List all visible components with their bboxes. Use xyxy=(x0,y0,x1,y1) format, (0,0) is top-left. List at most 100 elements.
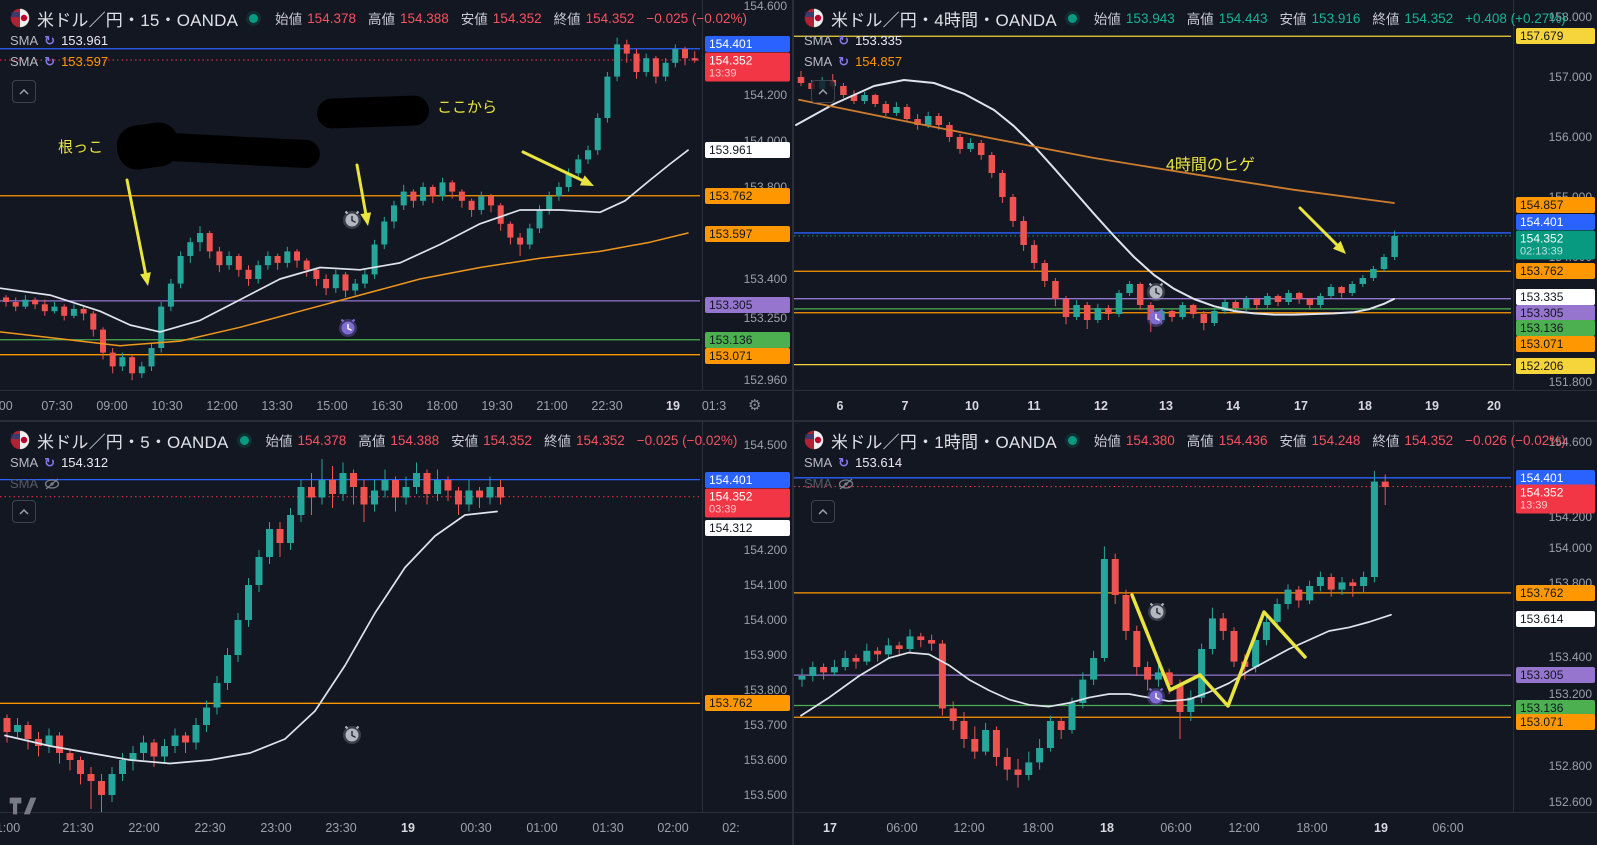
chart-title[interactable]: 米ドル／円・15・OANDA xyxy=(37,10,239,30)
candle-down xyxy=(882,104,890,113)
chart-panel-15m[interactable]: 米ドル／円・15・OANDA 始値 154.378 高値 154.388 安値 154… xyxy=(0,0,792,420)
candle-up xyxy=(585,150,591,160)
time-axis[interactable]: 17 06:00 12:00 18:00 18 06:00 12:00 18:00 19 06:0… xyxy=(794,812,1597,845)
price-flag-label: 157.679 xyxy=(1516,28,1595,44)
market-status-dot[interactable] xyxy=(1067,13,1077,23)
candle-up xyxy=(1285,293,1292,302)
indicator-row-sma1[interactable]: SMA ↻ 154.312 xyxy=(10,452,737,473)
legend-collapse-button[interactable] xyxy=(12,500,36,523)
chart-title[interactable]: 米ドル／円・1時間・OANDA xyxy=(831,432,1057,452)
symbol-row[interactable]: 米ドル／円・5・OANDA 始値 154.378 高値 154.388 安値 154.… xyxy=(10,428,737,452)
indicator-row-sma1[interactable]: SMA ↻ 153.961 xyxy=(10,30,747,51)
chart-title[interactable]: 米ドル／円・4時間・OANDA xyxy=(831,10,1057,30)
time-label: 22:30 xyxy=(194,821,226,835)
change-value: −0.025 (−0.02%) xyxy=(646,10,747,26)
chart-title[interactable]: 米ドル／円・5・OANDA xyxy=(37,432,229,452)
tradingview-logo[interactable] xyxy=(8,796,38,821)
price-axis[interactable]: 154.600 154.200 154.000 153.800 153.400 153.2… xyxy=(1513,422,1597,812)
symbol-row[interactable]: 米ドル／円・4時間・OANDA 始値 153.943 高値 154.443 安値 15… xyxy=(804,6,1566,30)
candle-up xyxy=(1221,302,1229,311)
sma-label: SMA xyxy=(10,455,39,470)
candle-down xyxy=(323,279,330,289)
symbol-row[interactable]: 米ドル／円・1時間・OANDA 始値 154.380 高値 154.436 安値 15… xyxy=(804,428,1566,452)
market-status-dot[interactable] xyxy=(1067,435,1077,445)
candle-up xyxy=(924,116,932,125)
candle-up xyxy=(1262,622,1270,640)
legend-4h: 米ドル／円・4時間・OANDA 始値 153.943 高値 154.443 安値 15… xyxy=(804,6,1566,72)
legend-collapse-button[interactable] xyxy=(811,500,835,523)
price-axis[interactable]: 158.000157.000156.000155.000154.000151.8… xyxy=(1513,0,1597,390)
time-label: 01:30 xyxy=(592,821,624,835)
indicator-row-sma2-hidden[interactable]: SMA xyxy=(804,473,1566,494)
chart-canvas[interactable] xyxy=(0,422,792,845)
indicator-row-sma2[interactable]: SMA ↻ 154.857 xyxy=(804,51,1566,72)
candle-up xyxy=(14,725,21,732)
chart-canvas[interactable]: 4時間のヒゲ xyxy=(794,0,1597,420)
symbol-row[interactable]: 米ドル／円・15・OANDA 始値 154.378 高値 154.388 安値 154… xyxy=(10,6,747,30)
indicator-row-sma2[interactable]: SMA ↻ 153.597 xyxy=(10,51,747,72)
sma1-value: 153.335 xyxy=(855,33,903,48)
price-flag-label: 154.401 xyxy=(1516,470,1595,486)
price-axis[interactable]: 154.600 154.200 154.000 153.800 153.400 153.2… xyxy=(702,0,792,390)
time-axis[interactable]: 1:00 21:30 22:00 22:30 23:00 23:30 19 00:30 01:0… xyxy=(0,812,792,845)
chart-canvas[interactable]: 根っこ ここから xyxy=(0,0,792,420)
candle-up xyxy=(413,473,420,487)
time-label: 12 xyxy=(1094,399,1108,413)
candle-up xyxy=(1327,287,1335,296)
indicator-row-sma1[interactable]: SMA ↻ 153.335 xyxy=(804,30,1566,51)
candle-up xyxy=(575,159,582,174)
price-axis[interactable]: 154.500 154.200 154.100 154.000 153.900 153.8… xyxy=(702,422,792,812)
time-label: 18:00 xyxy=(1022,821,1054,835)
candle-up xyxy=(465,490,473,505)
price-flag-label: 153.071 xyxy=(705,348,790,364)
candle-down xyxy=(90,313,97,330)
candle-down xyxy=(109,352,116,367)
low-label: 安値 xyxy=(451,434,479,449)
pane-settings-gear-icon[interactable]: ⚙ xyxy=(748,397,762,414)
candle-up xyxy=(1036,748,1044,763)
open-value: 153.943 xyxy=(1125,10,1175,26)
market-status-dot[interactable] xyxy=(239,435,249,445)
legend-collapse-button[interactable] xyxy=(811,80,835,103)
annotation-arrow xyxy=(125,178,147,275)
indicator-row-sma1[interactable]: SMA ↻ 153.614 xyxy=(804,452,1566,473)
candle-up xyxy=(318,480,326,498)
candle-down xyxy=(938,643,946,709)
time-axis[interactable]: 6 7 10 11 12 13 14 17 18 19 20 xyxy=(794,390,1597,420)
candle-down xyxy=(895,645,903,649)
indicator-row-sma2-hidden[interactable]: SMA xyxy=(10,473,737,494)
legend-collapse-button[interactable] xyxy=(12,80,36,103)
chevron-up-icon xyxy=(818,508,828,515)
price-flag-label: 153.762 xyxy=(705,188,790,204)
candle-down xyxy=(797,77,805,83)
candle-down xyxy=(1165,672,1173,685)
time-label: 16:30 xyxy=(371,399,403,413)
candle-up xyxy=(255,557,263,585)
candle-up xyxy=(391,205,397,222)
sma-label: SMA xyxy=(10,54,39,69)
annotation-text: 4時間のヒゲ xyxy=(1166,156,1255,174)
candle-down xyxy=(1020,221,1027,245)
time-label: 20 xyxy=(1487,399,1501,413)
candle-up xyxy=(1360,577,1368,586)
time-axis[interactable]: :00 07:30 09:00 10:30 12:00 13:30 15:00 16:30 18… xyxy=(0,390,792,420)
chart-panel-5m[interactable]: 米ドル／円・5・OANDA 始値 154.378 高値 154.388 安値 154.… xyxy=(0,422,792,845)
sma-label: SMA xyxy=(10,33,39,48)
candle-up xyxy=(402,487,410,498)
candle-up xyxy=(108,774,116,795)
chart-canvas[interactable] xyxy=(794,422,1597,845)
chart-panel-1h[interactable]: 米ドル／円・1時間・OANDA 始値 154.380 高値 154.436 安値 15… xyxy=(794,422,1597,845)
candle-up xyxy=(70,308,77,316)
candle-down xyxy=(1274,296,1282,302)
open-value: 154.380 xyxy=(1125,432,1175,448)
annotation-arrow xyxy=(1298,206,1339,247)
candle-down xyxy=(1014,769,1022,775)
candle-down xyxy=(874,650,882,655)
chart-panel-4h[interactable]: 米ドル／円・4時間・OANDA 始値 153.943 高値 154.443 安値 15… xyxy=(794,0,1597,420)
candle-down xyxy=(1176,685,1184,712)
market-status-dot[interactable] xyxy=(249,13,259,23)
candle-up xyxy=(1073,305,1080,317)
price-tick-label: 153.250 xyxy=(743,311,787,325)
candle-up xyxy=(662,62,669,77)
candle-down xyxy=(1338,287,1345,293)
